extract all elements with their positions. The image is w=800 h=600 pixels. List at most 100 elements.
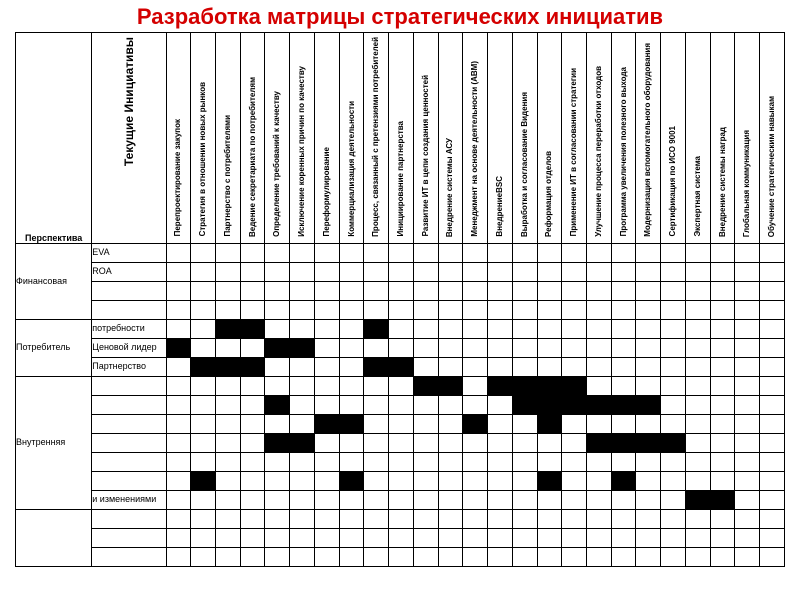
matrix-cell <box>191 395 216 414</box>
matrix-cell <box>463 357 488 376</box>
matrix-cell <box>215 528 240 547</box>
matrix-cell <box>636 490 661 509</box>
matrix-cell <box>512 281 537 300</box>
matrix-cell <box>166 528 191 547</box>
initiative-header: Программа увеличения полезного выхода <box>611 33 636 244</box>
initiative-label: Процесс, связанный с претензиями потреби… <box>370 33 382 241</box>
matrix-cell <box>364 414 389 433</box>
matrix-cell <box>413 471 438 490</box>
perspective-header: Перспектива <box>16 33 92 244</box>
matrix-cell <box>240 471 265 490</box>
matrix-cell <box>611 547 636 566</box>
table-row: Внутренняя <box>16 376 785 395</box>
matrix-cell <box>488 300 513 319</box>
matrix-cell <box>488 262 513 281</box>
matrix-cell-filled <box>215 319 240 338</box>
matrix-cell <box>314 357 339 376</box>
matrix-cell <box>215 243 240 262</box>
matrix-cell <box>661 357 686 376</box>
matrix-cell <box>760 300 785 319</box>
matrix-cell <box>240 262 265 281</box>
matrix-cell <box>240 414 265 433</box>
matrix-cell <box>265 528 290 547</box>
matrix-cell <box>314 338 339 357</box>
table-row <box>16 395 785 414</box>
matrix-cell <box>661 243 686 262</box>
matrix-cell <box>166 509 191 528</box>
matrix-cell <box>290 395 315 414</box>
row-label: потребности <box>92 319 166 338</box>
matrix-cell <box>760 376 785 395</box>
matrix-cell <box>586 509 611 528</box>
matrix-cell <box>191 376 216 395</box>
matrix-cell <box>512 262 537 281</box>
matrix-cell <box>463 243 488 262</box>
matrix-cell <box>710 262 735 281</box>
matrix-cell <box>735 243 760 262</box>
matrix-cell <box>438 509 463 528</box>
matrix-cell <box>166 319 191 338</box>
matrix-cell <box>586 452 611 471</box>
matrix-cell <box>463 471 488 490</box>
matrix-cell <box>240 490 265 509</box>
matrix-cell <box>661 338 686 357</box>
row-label <box>92 528 166 547</box>
initiative-label: ВнедрениеBSC <box>494 172 506 241</box>
matrix-cell <box>191 300 216 319</box>
matrix-cell <box>265 471 290 490</box>
matrix-cell <box>364 395 389 414</box>
matrix-cell <box>240 528 265 547</box>
matrix-cell <box>562 433 587 452</box>
initiative-label: Определение требований к качеству <box>271 87 283 241</box>
perspective-cell <box>16 509 92 566</box>
matrix-cell <box>685 338 710 357</box>
matrix-cell <box>488 414 513 433</box>
matrix-cell <box>661 395 686 414</box>
matrix-cell <box>339 357 364 376</box>
matrix-cell <box>488 319 513 338</box>
matrix-cell <box>438 338 463 357</box>
matrix-cell-filled <box>389 357 414 376</box>
matrix-cell <box>710 452 735 471</box>
matrix-cell <box>265 376 290 395</box>
initiative-label: Экспертная система <box>692 152 704 241</box>
row-label <box>92 471 166 490</box>
initiative-header: Ведение секретариата по потребителям <box>240 33 265 244</box>
matrix-cell <box>463 376 488 395</box>
table-row <box>16 509 785 528</box>
perspective-cell: Потребитель <box>16 319 92 376</box>
initiative-label: Ведение секретариата по потребителям <box>247 73 259 241</box>
matrix-cell <box>364 490 389 509</box>
matrix-cell <box>166 300 191 319</box>
matrix-cell <box>438 300 463 319</box>
initiative-header: Внедрение системы наград <box>710 33 735 244</box>
matrix-cell <box>389 376 414 395</box>
matrix-cell <box>512 509 537 528</box>
matrix-cell-filled <box>413 376 438 395</box>
matrix-cell <box>413 243 438 262</box>
matrix-cell <box>389 262 414 281</box>
matrix-cell <box>537 452 562 471</box>
row-label <box>92 300 166 319</box>
matrix-cell <box>611 319 636 338</box>
table-row: и изменениями <box>16 490 785 509</box>
matrix-cell <box>636 547 661 566</box>
matrix-cell <box>488 490 513 509</box>
matrix-cell <box>562 490 587 509</box>
initiative-label: Переформулирование <box>321 143 333 241</box>
matrix-cell <box>438 528 463 547</box>
matrix-cell <box>537 509 562 528</box>
table-row <box>16 281 785 300</box>
matrix-cell <box>265 300 290 319</box>
matrix-cell <box>215 509 240 528</box>
matrix-cell <box>537 281 562 300</box>
matrix-cell <box>364 338 389 357</box>
initiative-header: Менеджмент на основе деятельности (ABM) <box>463 33 488 244</box>
matrix-cell <box>166 490 191 509</box>
matrix-cell <box>339 376 364 395</box>
matrix-cell <box>290 281 315 300</box>
matrix-cell <box>636 509 661 528</box>
matrix-cell <box>339 243 364 262</box>
matrix-cell <box>611 300 636 319</box>
matrix-cell <box>636 262 661 281</box>
